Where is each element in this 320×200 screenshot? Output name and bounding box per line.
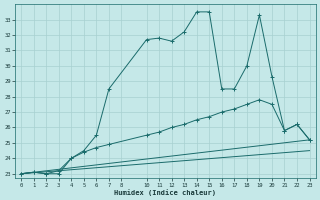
X-axis label: Humidex (Indice chaleur): Humidex (Indice chaleur) — [114, 189, 216, 196]
